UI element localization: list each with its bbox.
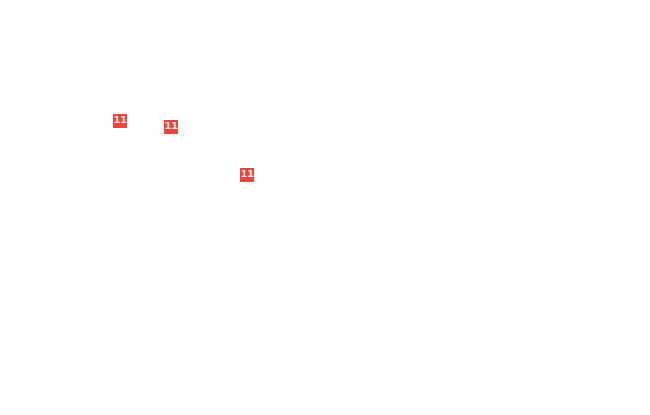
marker-badge[interactable]: 11 [240, 168, 254, 182]
marker-badge[interactable]: 11 [164, 120, 178, 134]
marker-badge[interactable]: 11 [113, 114, 127, 128]
